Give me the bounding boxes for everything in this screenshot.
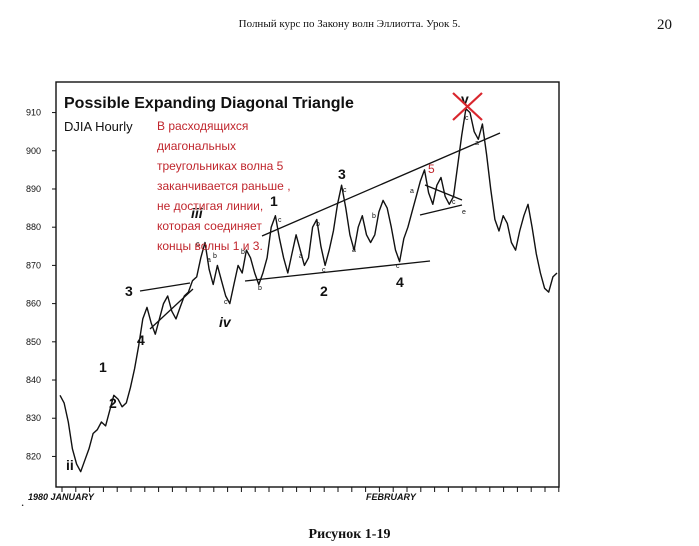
svg-text:b: b [372,213,376,220]
chart-frame [55,81,560,488]
svg-text:a: a [410,188,414,195]
wave-label-triangle-3: 3 [338,166,346,182]
wave5-triangle-upper [424,184,463,201]
y-tick-label: 910 [26,108,41,118]
annotation-line-5: не достигая линии, [157,199,263,213]
svg-text:b: b [241,249,245,256]
y-tick-label: 850 [26,337,41,347]
y-tick-label: 820 [26,451,41,461]
y-tick-label: 900 [26,146,41,156]
x-tick-label-january: 1980 JANUARY [28,492,95,502]
stray-mark: . [21,494,25,509]
svg-text:c: c [224,299,228,306]
wave-label-ii: ii [66,457,74,473]
svg-text:c: c [452,199,456,206]
wave-label-triangle-5: 5 [428,162,435,176]
annotation-line-6: которая соединяет [157,219,262,233]
svg-text:c: c [322,267,326,274]
annotation-line-2: диагональных [157,139,236,153]
wave-label-1: 1 [99,359,107,375]
chart-subtitle: DJIA Hourly [64,119,133,134]
y-tick-label: 840 [26,375,41,385]
wave-labels: ii 1 2 3 4 iii iv 1 2 3 4 5 v [66,91,469,473]
annotation-line-3: треугольниках волна 5 [157,159,284,173]
svg-text:c: c [396,263,400,270]
running-header: Полный курс по Закону волн Эллиотта. Уро… [238,18,461,30]
svg-text:a: a [475,140,479,147]
wave-label-triangle-1: 1 [270,193,278,209]
wave-label-triangle-4: 4 [396,274,404,290]
diagonal-lower-line [244,260,431,282]
wave-label-iii: iii [191,205,204,221]
svg-text:a: a [352,247,356,254]
svg-text:a: a [299,253,303,260]
wave-label-v: v [461,91,469,107]
svg-text:e: e [462,209,466,216]
wave-label-2: 2 [109,395,117,411]
svg-text:c: c [278,217,282,224]
chart-title: Possible Expanding Diagonal Triangle [64,95,354,112]
x-axis [61,487,560,492]
diagonal-upper-line [261,132,501,237]
svg-text:c: c [196,241,200,248]
y-tick-label: 880 [26,222,41,232]
annotation-line-7: концы волны 1 и 3. [157,239,263,253]
wave-label-3: 3 [125,283,133,299]
subwave-letters: c a b c b b c a b c c a b c a c e c a [196,115,479,306]
y-tick-label: 870 [26,260,41,270]
wave-label-4: 4 [137,332,145,348]
svg-text:c: c [343,187,347,194]
y-tick-label: 890 [26,184,41,194]
svg-text:b: b [258,285,262,292]
svg-text:a: a [207,257,211,264]
annotation-line-1: В расходящихся [157,119,248,133]
annotation-text: В расходящихся диагональных треугольника… [157,119,291,253]
x-tick-label-february: FEBRUARY [366,492,417,502]
wave-label-iv: iv [219,314,232,330]
wave-label-triangle-2: 2 [320,283,328,299]
red-cross-mark [452,92,483,121]
svg-text:b: b [316,221,320,228]
page-number: 20 [657,17,672,33]
price-series-line [59,108,558,473]
trendline-w3-upper [139,282,191,292]
y-tick-label: 830 [26,413,41,423]
svg-text:c: c [465,115,469,122]
figure-caption: Рисунок 1-19 [308,527,391,542]
y-tick-label: 860 [26,299,41,309]
annotation-line-4: заканчивается раньше , [157,179,291,193]
y-axis: 820 830 840 850 860 870 880 890 900 910 [26,108,56,461]
svg-text:b: b [213,253,217,260]
wave5-triangle-lower [419,204,463,216]
